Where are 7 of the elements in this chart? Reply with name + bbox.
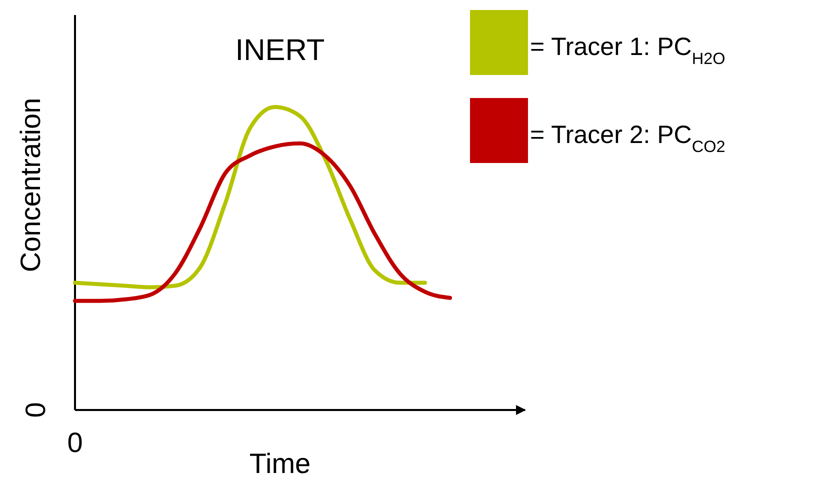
text: = Tracer 1: PC$_{H2O}$ (530, 33, 726, 68)
text: 0 (20, 402, 51, 418)
text: = Tracer 2: PC$_{CO2}$ (530, 121, 726, 156)
y-axis-title: Concentration (15, 98, 46, 272)
x-axis-title: Time (249, 448, 311, 479)
chart-title: INERT (235, 34, 325, 67)
text: 0 (67, 427, 83, 458)
